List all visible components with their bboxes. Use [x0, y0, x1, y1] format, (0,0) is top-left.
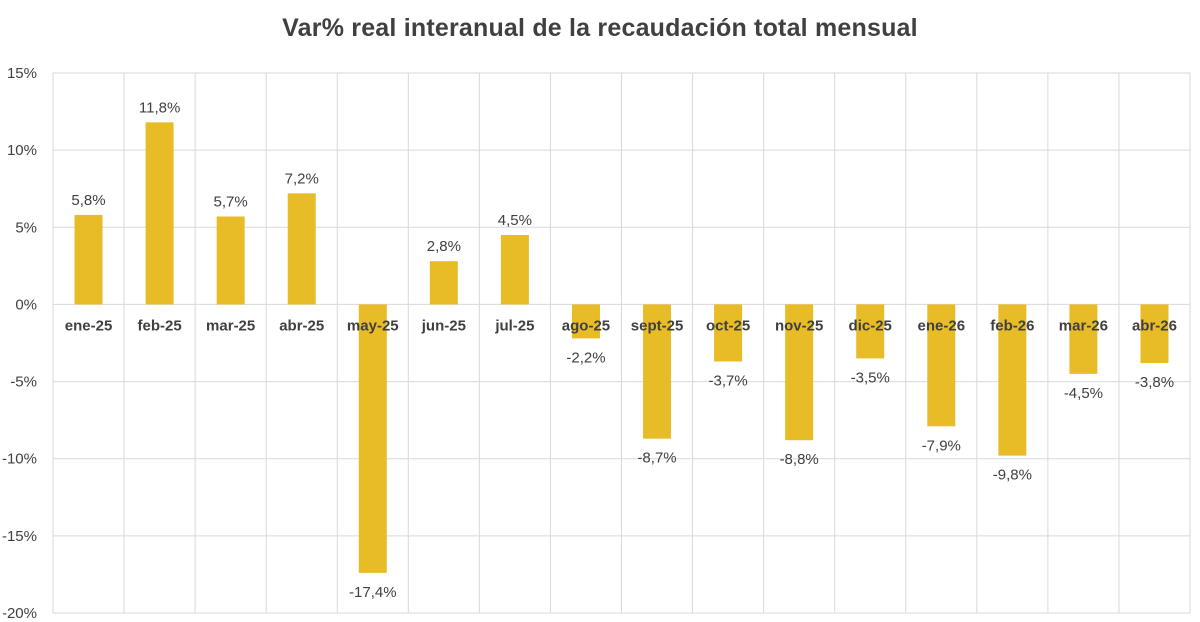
- data-label: 4,5%: [498, 212, 532, 229]
- y-tick-label: 5%: [15, 219, 37, 236]
- chart-title: Var% real interanual de la recaudación t…: [282, 14, 918, 42]
- bar: [287, 193, 316, 305]
- category-label: nov-25: [775, 317, 823, 334]
- data-label: -8,8%: [780, 451, 819, 468]
- category-label: mar-26: [1059, 317, 1108, 334]
- data-label: 11,8%: [139, 99, 180, 116]
- bar: [571, 304, 600, 339]
- y-tick-label: 10%: [7, 142, 37, 159]
- y-tick-label: 15%: [7, 65, 37, 82]
- data-label: -9,8%: [993, 467, 1032, 484]
- labels: 15% 10% 5% 0% -5% -10% -15% -20% ene-25 5,8% feb-2…: [2, 65, 1177, 622]
- bar: [216, 216, 245, 305]
- bar: [714, 304, 743, 362]
- bars: [74, 122, 1169, 573]
- category-label: ago-25: [562, 317, 610, 334]
- category-label: ene-26: [918, 317, 966, 334]
- bar: [358, 304, 387, 573]
- bar: [1140, 304, 1169, 364]
- y-tick-label: -20%: [2, 605, 37, 622]
- data-label: -8,7%: [637, 450, 676, 467]
- y-tick-label: -5%: [10, 374, 37, 391]
- bar: [998, 304, 1027, 456]
- category-label: may-25: [347, 317, 399, 334]
- bar: [429, 261, 458, 305]
- bar: [856, 304, 885, 359]
- data-label: 5,7%: [214, 193, 248, 210]
- y-tick-label: -10%: [2, 451, 37, 468]
- category-label: sept-25: [631, 317, 684, 334]
- data-label: 7,2%: [285, 170, 319, 187]
- category-label: ene-25: [65, 317, 113, 334]
- y-tick-label: 0%: [15, 296, 37, 313]
- data-label: -3,5%: [851, 369, 890, 386]
- bar: [927, 304, 956, 427]
- y-tick-label: -15%: [2, 528, 37, 545]
- data-label: -3,7%: [709, 373, 748, 390]
- bar: [785, 304, 814, 441]
- category-label: abr-26: [1132, 317, 1177, 334]
- category-label: feb-25: [138, 317, 182, 334]
- category-label: jun-25: [421, 317, 466, 334]
- data-label: 2,8%: [427, 238, 461, 255]
- data-label: 5,8%: [71, 192, 105, 209]
- bar: [500, 235, 529, 305]
- category-label: mar-25: [206, 317, 255, 334]
- data-label: -4,5%: [1064, 385, 1103, 402]
- data-label: -17,4%: [349, 584, 397, 601]
- data-label: -3,8%: [1135, 374, 1174, 391]
- bar: [74, 214, 103, 305]
- category-label: jul-25: [494, 317, 534, 334]
- bar: [145, 122, 174, 305]
- bar: [1069, 304, 1098, 374]
- category-label: abr-25: [279, 317, 324, 334]
- data-label: -7,9%: [922, 437, 961, 454]
- bar: [643, 304, 672, 439]
- data-label: -2,2%: [566, 349, 605, 366]
- category-label: feb-26: [990, 317, 1034, 334]
- category-label: oct-25: [706, 317, 750, 334]
- category-label: dic-25: [849, 317, 892, 334]
